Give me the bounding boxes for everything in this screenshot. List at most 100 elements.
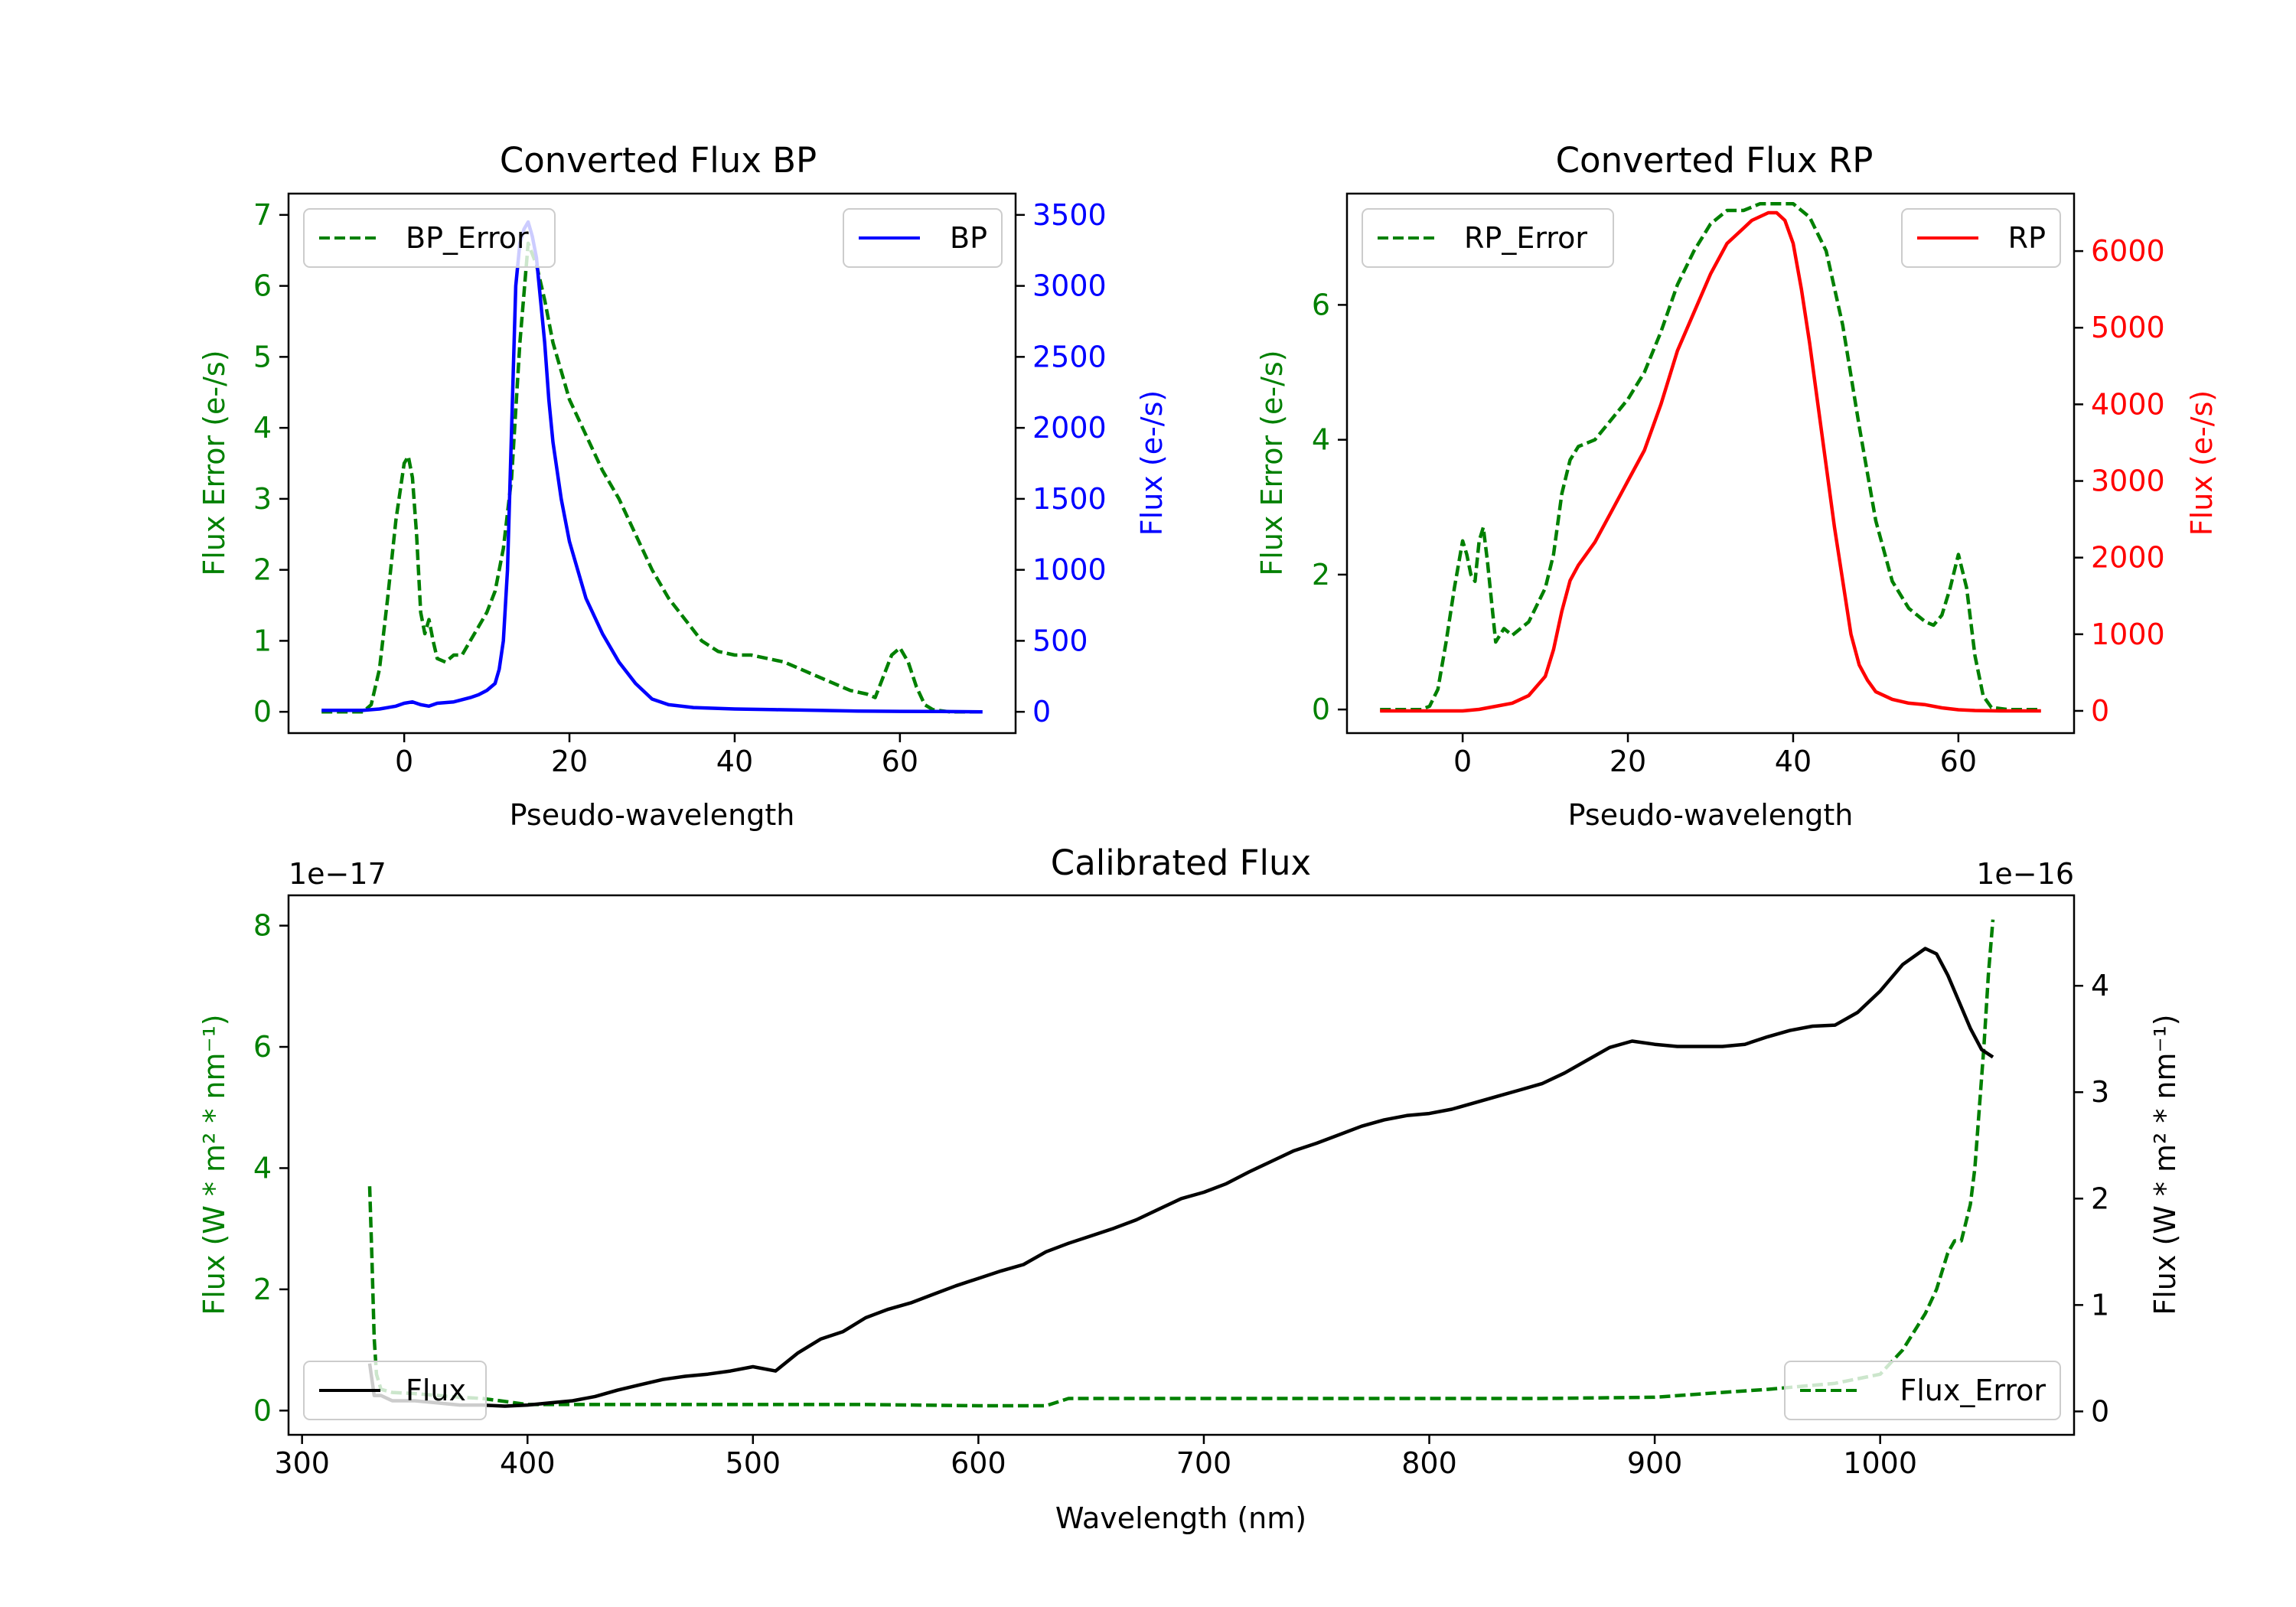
bp-ytick-left-label: 7 bbox=[253, 198, 272, 232]
legend-box bbox=[303, 208, 556, 268]
bp-ytick-right-label: 0 bbox=[1032, 695, 1051, 729]
cal-xtick-label: 300 bbox=[274, 1446, 330, 1480]
bp-ytick-right-label: 1000 bbox=[1032, 553, 1107, 587]
cal-xtick-label: 700 bbox=[1176, 1446, 1232, 1480]
rp-xtick-label: 0 bbox=[1453, 745, 1472, 778]
rp-xtick-label: 60 bbox=[1940, 745, 1977, 778]
cal-ytick-right-label: 0 bbox=[2091, 1394, 2109, 1428]
cal-xtick-label: 1000 bbox=[1843, 1446, 1917, 1480]
cal-xtick-label: 500 bbox=[726, 1446, 781, 1480]
bp-ticks-group: 0 20 40 60 0 1 2 3 4 5 6 7 0 500 1000 1500 2000 2500 3000 3… bbox=[253, 198, 1107, 778]
rp-xtick-label: 20 bbox=[1609, 745, 1646, 778]
bp-xtick-label: 20 bbox=[551, 745, 588, 778]
rp-series-rp-error-line bbox=[1380, 201, 2041, 712]
rp-ytick-right-label: 1000 bbox=[2091, 618, 2165, 651]
bp-ytick-left-label: 2 bbox=[253, 553, 272, 587]
cal-ytick-right-label: 2 bbox=[2091, 1182, 2109, 1215]
cal-panel: Calibrated Flux 1e−17 1e−16 300 400 500 600… bbox=[197, 843, 2182, 1535]
legend-box bbox=[1901, 208, 2061, 268]
bp-ylabel-right: Flux (e-/s) bbox=[1135, 390, 1169, 536]
legend-box bbox=[303, 1361, 487, 1420]
bp-ytick-right-label: 3500 bbox=[1032, 198, 1107, 232]
bp-ytick-right-label: 500 bbox=[1032, 624, 1088, 657]
bp-xtick-label: 0 bbox=[395, 745, 413, 778]
bp-xtick-label: 40 bbox=[716, 745, 753, 778]
bp-xlabel: Pseudo-wavelength bbox=[510, 798, 795, 832]
bp-title: Converted Flux BP bbox=[500, 140, 817, 181]
cal-series-flux-line bbox=[367, 947, 1994, 1408]
cal-ytick-right-label: 4 bbox=[2091, 969, 2109, 1002]
rp-series-rp-line bbox=[1380, 210, 2041, 713]
cal-legend-left: Flux bbox=[303, 1361, 487, 1420]
rp-title: Converted Flux RP bbox=[1556, 140, 1874, 181]
legend-label: RP_Error bbox=[1464, 221, 1587, 255]
cal-ylabel-right: Flux (W * m² * nm⁻¹) bbox=[2148, 1014, 2182, 1315]
cal-ytick-left-label: 2 bbox=[253, 1273, 272, 1306]
bp-xtick-label: 60 bbox=[882, 745, 918, 778]
rp-ytick-left-label: 6 bbox=[1312, 288, 1330, 321]
rp-legend-left: RP_Error bbox=[1362, 208, 1614, 268]
bp-ytick-left-label: 6 bbox=[253, 269, 272, 303]
cal-ylabel-left: Flux (W * m² * nm⁻¹) bbox=[197, 1014, 231, 1315]
bp-ytick-left-label: 5 bbox=[253, 340, 272, 373]
cal-offset-right: 1e−16 bbox=[1976, 857, 2074, 891]
cal-ytick-right-label: 1 bbox=[2091, 1288, 2109, 1322]
legend-label: Flux_Error bbox=[1900, 1374, 2046, 1407]
bp-ytick-left-label: 0 bbox=[253, 695, 272, 729]
rp-axes-frame bbox=[1345, 192, 2076, 735]
rp-panel: Converted Flux RP 0 20 40 60024601000200030… bbox=[1255, 140, 2219, 832]
bp-legend-right: BP bbox=[843, 208, 1003, 268]
legend-label: BP_Error bbox=[406, 221, 529, 255]
cal-title: Calibrated Flux bbox=[1051, 843, 1311, 883]
cal-axes-frame bbox=[287, 894, 2076, 1436]
bp-series-bp-error-line bbox=[321, 241, 983, 714]
bp-ytick-left-label: 3 bbox=[253, 482, 272, 516]
bp-legend-left: BP_Error bbox=[303, 208, 556, 268]
rp-ytick-right-label: 0 bbox=[2091, 694, 2109, 728]
rp-ytick-right-label: 6000 bbox=[2091, 234, 2165, 268]
bp-ytick-left-label: 4 bbox=[253, 411, 272, 445]
bp-ytick-right-label: 1500 bbox=[1032, 482, 1107, 516]
bp-ytick-right-label: 2000 bbox=[1032, 411, 1107, 445]
legend-label: RP bbox=[2008, 221, 2046, 255]
bp-ytick-left-label: 1 bbox=[253, 624, 272, 657]
rp-ytick-right-label: 2000 bbox=[2091, 541, 2165, 575]
rp-xtick-label: 40 bbox=[1775, 745, 1812, 778]
rp-series-group bbox=[1380, 201, 2041, 713]
rp-ytick-right-label: 3000 bbox=[2091, 464, 2165, 498]
cal-ticks-group: 300 400 500 600 700 800 900 1000 0 2 4 6 8 0 1 2 3 4 bbox=[253, 909, 2109, 1480]
rp-xlabel: Pseudo-wavelength bbox=[1568, 798, 1854, 832]
cal-xtick-label: 600 bbox=[951, 1446, 1006, 1480]
bp-ytick-right-label: 2500 bbox=[1032, 340, 1107, 373]
cal-xtick-label: 800 bbox=[1401, 1446, 1457, 1480]
cal-ytick-left-label: 4 bbox=[253, 1151, 272, 1185]
cal-ytick-left-label: 0 bbox=[253, 1393, 272, 1427]
cal-xtick-label: 400 bbox=[500, 1446, 556, 1480]
legend-box bbox=[1784, 1361, 2061, 1420]
legend-box bbox=[843, 208, 1003, 268]
cal-offset-left: 1e−17 bbox=[289, 857, 386, 891]
bp-ylabel-left: Flux Error (e-/s) bbox=[197, 350, 231, 575]
legend-label: Flux bbox=[406, 1374, 466, 1407]
cal-xtick-label: 900 bbox=[1627, 1446, 1683, 1480]
cal-legend-right: Flux_Error bbox=[1784, 1361, 2061, 1420]
bp-ytick-right-label: 3000 bbox=[1032, 269, 1107, 303]
bp-axes-frame bbox=[287, 192, 1017, 735]
rp-ytick-left-label: 0 bbox=[1312, 693, 1330, 726]
rp-ytick-right-label: 4000 bbox=[2091, 387, 2165, 421]
cal-ytick-left-label: 6 bbox=[253, 1030, 272, 1064]
cal-xlabel: Wavelength (nm) bbox=[1055, 1501, 1306, 1535]
rp-legend-right: RP bbox=[1901, 208, 2061, 268]
legend-box bbox=[1362, 208, 1614, 268]
cal-ytick-left-label: 8 bbox=[253, 909, 272, 943]
rp-ylabel-right: Flux (e-/s) bbox=[2185, 390, 2219, 536]
cal-ytick-right-label: 3 bbox=[2091, 1075, 2109, 1109]
rp-ytick-left-label: 2 bbox=[1312, 558, 1330, 592]
rp-ylabel-left: Flux Error (e-/s) bbox=[1255, 350, 1289, 575]
bp-panel: Converted Flux BP 0 20 40 60 0 1 2 3 4 5 6 7 0 500 100… bbox=[197, 140, 1169, 832]
rp-ytick-left-label: 4 bbox=[1312, 423, 1330, 457]
rp-ytick-right-label: 5000 bbox=[2091, 311, 2165, 344]
legend-label: BP bbox=[950, 221, 987, 255]
